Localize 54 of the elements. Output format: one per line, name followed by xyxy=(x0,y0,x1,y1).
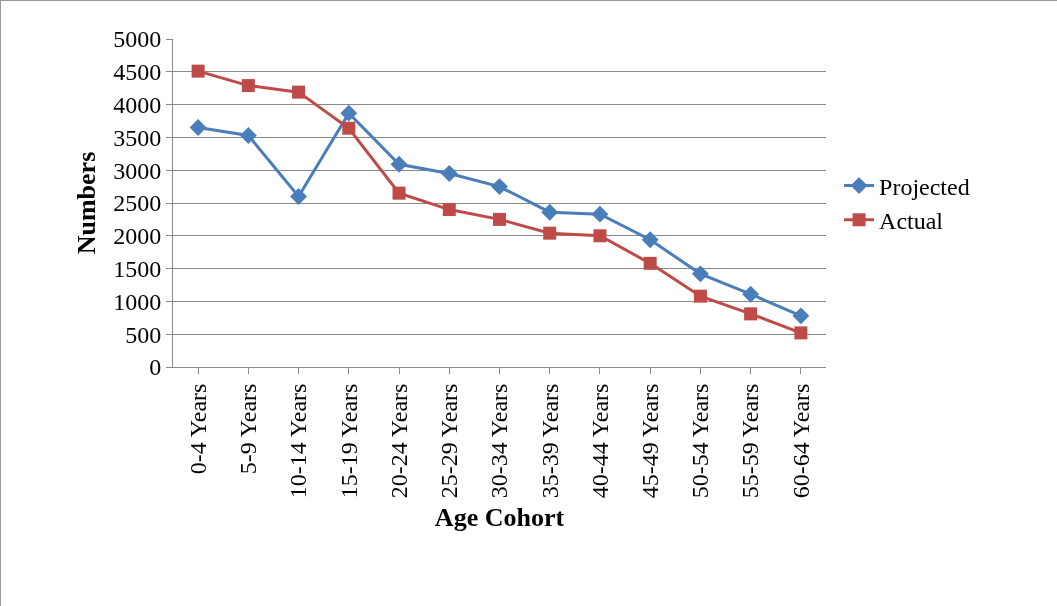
y-tick-label: 0 xyxy=(149,354,162,381)
point xyxy=(342,121,356,135)
point xyxy=(491,178,508,196)
legend-label: Projected xyxy=(879,173,970,200)
point xyxy=(591,205,609,223)
x-tick-label: 40-44 Years xyxy=(586,383,613,499)
y-tick-label: 4000 xyxy=(113,92,162,118)
point xyxy=(593,229,607,243)
y-tick-label: 1500 xyxy=(113,256,162,282)
x-axis-title: Age Cohort xyxy=(434,502,565,532)
point xyxy=(239,126,257,144)
y-axis-title: Numbers xyxy=(71,151,101,255)
x-tick-label: 45-49 Years xyxy=(636,383,663,499)
x-tick-label: 55-59 Years xyxy=(737,383,764,499)
point xyxy=(189,119,207,137)
point xyxy=(390,155,408,173)
point xyxy=(794,326,808,340)
y-tick-label: 2000 xyxy=(113,223,162,250)
point xyxy=(191,64,205,78)
y-tick-label: 4500 xyxy=(113,59,162,86)
x-tick-label: 20-24 Years xyxy=(385,383,412,499)
point xyxy=(241,79,255,93)
point xyxy=(543,226,557,240)
x-tick-label: 10-14 Years xyxy=(285,383,312,499)
point xyxy=(442,203,456,217)
point xyxy=(643,256,657,270)
point xyxy=(744,307,758,321)
point xyxy=(440,165,458,182)
point xyxy=(290,187,308,205)
point xyxy=(392,186,406,200)
y-tick-label: 5000 xyxy=(113,26,162,53)
x-tick-label: 0-4 Years xyxy=(184,383,211,475)
x-tick-label: 50-54 Years xyxy=(687,383,714,499)
point xyxy=(493,212,506,226)
point xyxy=(792,307,810,325)
point xyxy=(292,85,306,99)
x-tick-label: 30-34 Years xyxy=(486,383,513,499)
x-tick-label: 5-9 Years xyxy=(235,383,262,475)
x-tick-label: 60-64 Years xyxy=(787,383,814,499)
point xyxy=(641,231,659,249)
legend-label: Actual xyxy=(879,208,944,235)
x-tick-label: 25-29 Years xyxy=(436,383,463,499)
x-tick-label: 35-39 Years xyxy=(536,383,563,499)
point xyxy=(742,285,760,303)
point xyxy=(541,203,559,221)
y-tick-label: 500 xyxy=(125,321,162,348)
y-tick-label: 1000 xyxy=(113,288,162,315)
x-tick-label: 15-19 Years xyxy=(335,383,362,499)
point xyxy=(691,265,709,283)
point xyxy=(693,289,707,303)
y-tick-label: 3500 xyxy=(113,124,162,151)
y-tick-label: 3000 xyxy=(113,157,162,184)
y-tick-label: 2500 xyxy=(113,190,162,217)
point xyxy=(340,104,358,122)
